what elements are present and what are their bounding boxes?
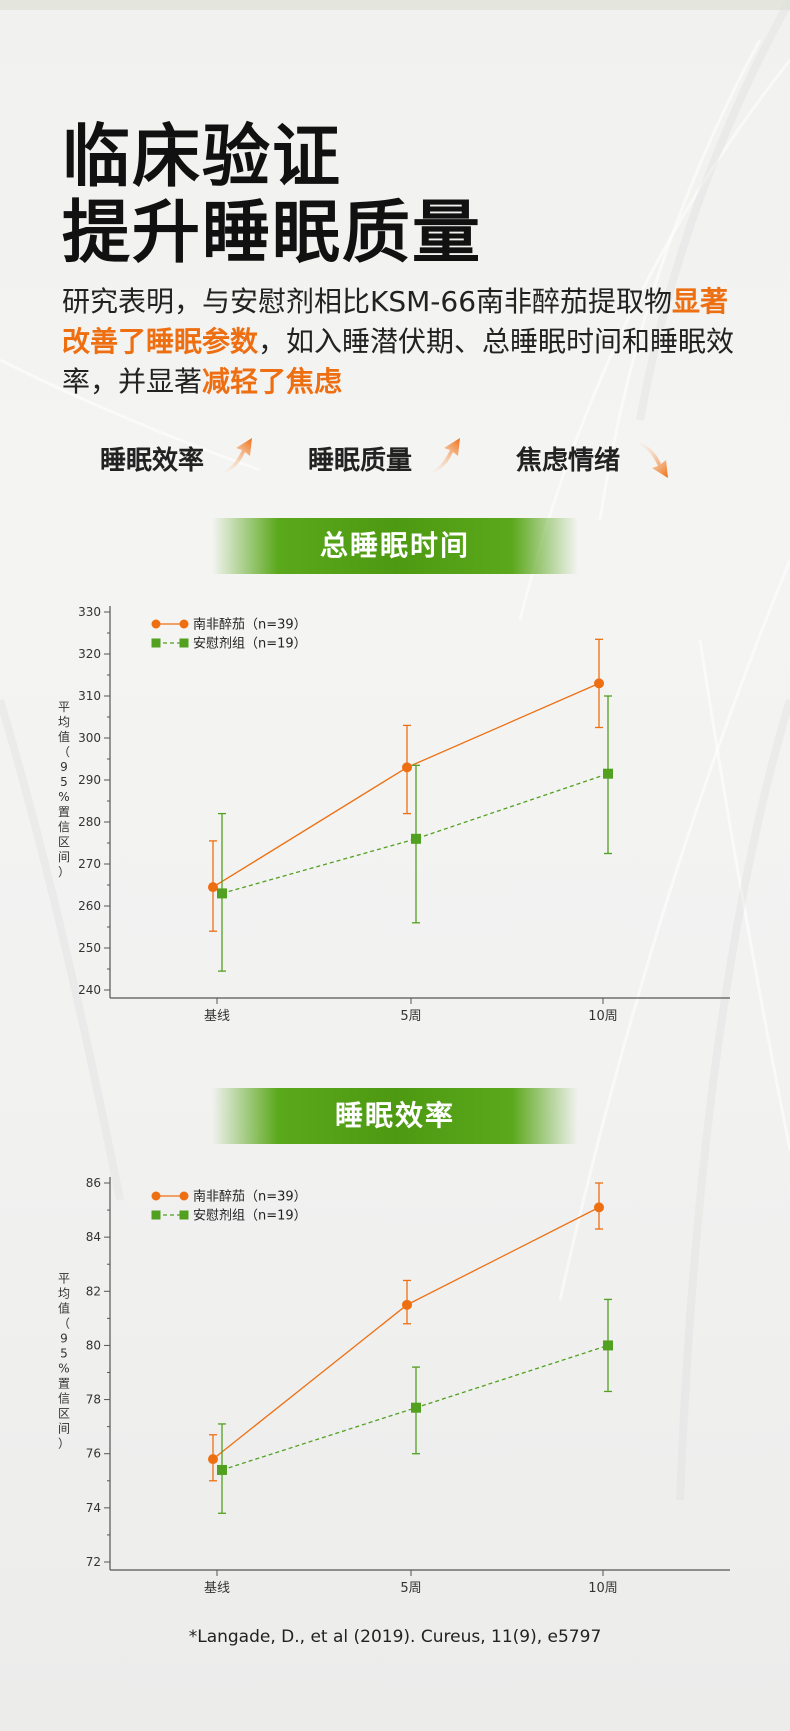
x-tick-label: 基线 (204, 1009, 230, 1024)
y-tick-label: 320 (78, 647, 101, 661)
y-tick-label: 250 (78, 941, 101, 955)
intro-highlight-1: 显著改善了睡眠参数 (62, 285, 729, 358)
y-tick-label: 84 (86, 1230, 101, 1244)
y-tick-label: 270 (78, 857, 101, 871)
y-tick-label: 310 (78, 689, 101, 703)
series-line-placebo (221, 773, 609, 895)
legend-label: 南非醉茄（n=39） (193, 617, 307, 633)
data-point-circle (594, 678, 604, 689)
legend-marker-circle (179, 619, 189, 629)
data-point-circle (402, 1299, 412, 1310)
legend-marker-square (179, 638, 189, 648)
chart-sleep-efficiency: 72 74 76 78 80 82 84 86 基线 5周 10周 平均值（ 9 5 %置信区间） 南非醉茄（… (58, 1176, 730, 1596)
y-axis-label: 平均值（ 9 5 %置信区间） (58, 700, 70, 879)
y-tick-label: 82 (86, 1284, 101, 1298)
feature-label: 睡眠效率 (100, 445, 205, 476)
x-tick-label: 10周 (588, 1581, 618, 1596)
y-tick-label: 72 (86, 1555, 101, 1569)
arrow-down-icon (628, 440, 669, 478)
headline-line-1: 临床验证 (62, 118, 343, 197)
y-tick-label: 80 (86, 1338, 101, 1352)
series-line-ashwagandha (212, 682, 600, 888)
chart-2-title-banner: 睡眠效率 (212, 1088, 578, 1144)
feature-anxiety: 焦虑情绪 (516, 436, 672, 480)
legend-marker-circle (151, 1191, 161, 1201)
x-tick-label: 5周 (400, 1009, 421, 1024)
legend-marker-circle (179, 1191, 189, 1201)
intro-text-2: ，如入睡潜伏期、总睡眠时间和睡眠效率，并显著 (62, 325, 735, 398)
top-strip (0, 0, 790, 10)
legend-label: 安慰剂组（n=19） (193, 637, 307, 652)
y-tick-label: 280 (78, 815, 101, 829)
y-tick-label: 240 (78, 983, 101, 997)
x-tick-label: 基线 (204, 1581, 230, 1596)
series-line-ashwagandha (212, 1206, 600, 1460)
y-tick-label: 330 (78, 605, 101, 619)
feature-sleep-quality: 睡眠质量 (308, 436, 464, 480)
legend-label: 安慰剂组（n=19） (193, 1209, 307, 1224)
data-point-circle (594, 1202, 604, 1213)
y-tick-label: 260 (78, 899, 101, 913)
citation: *Langade, D., et al (2019). Cureus, 11(9… (188, 1627, 602, 1647)
x-tick-label: 10周 (588, 1009, 618, 1024)
legend-marker-square (151, 1210, 161, 1220)
data-point-square (411, 1402, 421, 1413)
data-point-circle (208, 882, 218, 893)
intro-highlight-2: 减轻了焦虑 (202, 365, 343, 398)
y-tick-label: 86 (86, 1176, 101, 1190)
data-point-circle (402, 762, 412, 773)
data-point-square (217, 888, 227, 899)
legend-marker-square (151, 638, 161, 648)
y-tick-label: 78 (86, 1393, 101, 1407)
y-axis-label: 平均值（ 9 5 %置信区间） (58, 1272, 70, 1451)
y-tick-label: 290 (78, 773, 101, 787)
headline: 临床验证 提升睡眠质量 (62, 120, 482, 272)
data-point-square (603, 1340, 613, 1351)
y-tick-label: 300 (78, 731, 101, 745)
legend-marker-square (179, 1210, 189, 1220)
data-point-square (603, 768, 613, 779)
data-point-circle (208, 1454, 218, 1465)
intro-text-1: 研究表明，与安慰剂相比KSM-66南非醉茄提取物 (62, 285, 673, 318)
legend-label: 南非醉茄（n=39） (193, 1189, 307, 1205)
feature-label: 睡眠质量 (308, 445, 413, 476)
feature-sleep-efficiency: 睡眠效率 (100, 436, 256, 480)
arrow-up-icon (420, 438, 461, 476)
legend-marker-circle (151, 619, 161, 629)
chart-1-title-banner: 总睡眠时间 (212, 518, 578, 574)
headline-line-2: 提升睡眠质量 (62, 194, 483, 273)
feature-label: 焦虑情绪 (516, 445, 621, 476)
data-point-square (217, 1464, 227, 1475)
y-tick-label: 74 (86, 1501, 101, 1515)
intro-paragraph: 研究表明，与安慰剂相比KSM-66南非醉茄提取物显著改善了睡眠参数，如入睡潜伏期… (62, 282, 752, 402)
chart-total-sleep-time: 240 250 260 270 280 290 300 310 320 330 基线 5周 10周 平均值… (58, 605, 730, 1024)
x-tick-label: 5周 (400, 1581, 421, 1596)
y-tick-label: 76 (86, 1447, 101, 1461)
data-point-square (411, 833, 421, 844)
arrow-up-icon (212, 438, 253, 476)
